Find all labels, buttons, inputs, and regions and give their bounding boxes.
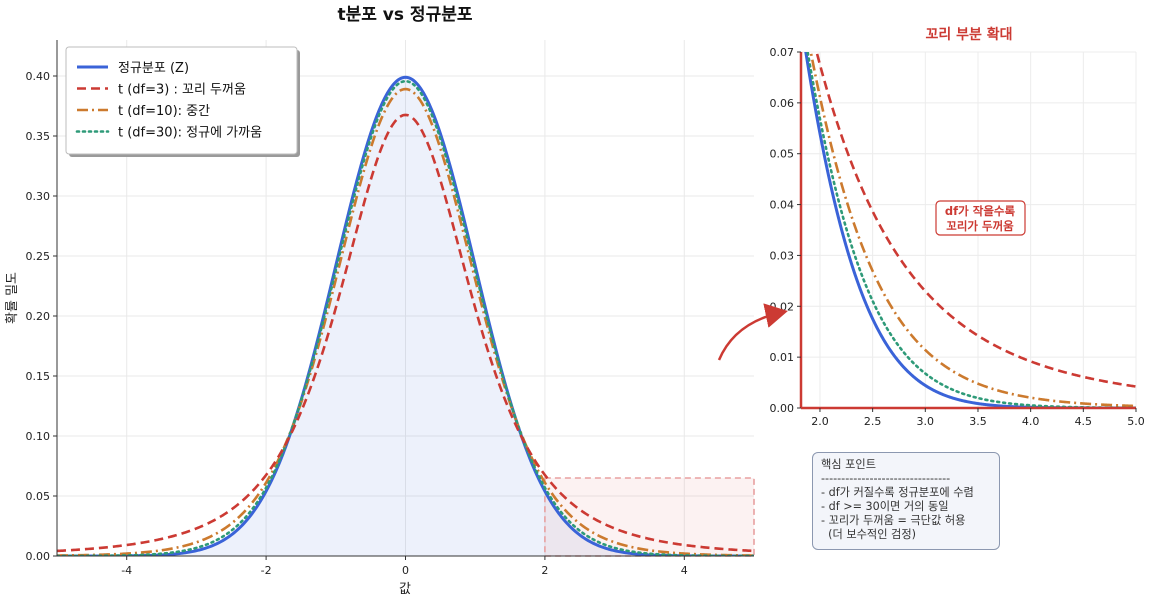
main-series-group	[57, 75, 754, 556]
note-line: (더 보수적인 검정)	[821, 528, 917, 541]
main-x-tick-label: 0	[402, 564, 409, 577]
legend-label: t (df=10): 중간	[118, 104, 210, 119]
zoom-y-tick-label: 0.07	[770, 46, 795, 59]
main-series-t-df10	[57, 87, 754, 556]
legend-box	[65, 46, 298, 155]
zoom-y-tick-label: 0.01	[770, 351, 795, 364]
zoom-x-tick-label: 3.5	[969, 415, 987, 428]
main-x-tick-label: 2	[541, 564, 548, 577]
main-y-tick-label: 0.40	[26, 70, 51, 83]
legend-label: t (df=30): 정규에 가까움	[118, 126, 262, 141]
note-title: 핵심 포인트	[821, 458, 877, 471]
zoom-annotation-box	[935, 200, 1026, 236]
main-series-t-df30	[57, 79, 754, 556]
zoom-y-tick-label: 0.05	[770, 148, 795, 161]
main-y-tick-label: 0.20	[26, 310, 51, 323]
key-points-note: 핵심 포인트 -------------------------------- …	[812, 452, 1000, 550]
zoom-x-tick-label: 4.0	[1022, 415, 1040, 428]
note-line: - df가 커질수록 정규분포에 수렴	[821, 486, 974, 499]
zoom-x-tick-label: 4.5	[1075, 415, 1093, 428]
zoom-y-tick-label: 0.00	[770, 402, 795, 415]
connector-arrow	[717, 303, 788, 361]
main-y-tick-label: 0.30	[26, 190, 51, 203]
zoom-x-tick-label: 2.0	[811, 415, 829, 428]
zoom-annotation: df가 작을수록 꼬리가 두꺼움	[935, 200, 1026, 236]
legend-label: 정규분포 (Z)	[118, 61, 189, 76]
main-y-axis-label: 확률 밀도	[5, 272, 20, 324]
zoom-chart-title: 꼬리 부분 확대	[925, 26, 1012, 43]
main-series-t-df3	[57, 113, 754, 553]
main-ticks: -4 -2 0 2 4 0.00 0.05 0.10 0.15 0.20 0.25 0.30 0.35 0…	[26, 70, 688, 577]
main-y-tick-label: 0.05	[26, 490, 51, 503]
main-series-normal	[57, 75, 754, 556]
legend-label: t (df=3) : 꼬리 두꺼움	[118, 83, 246, 98]
tail-highlight-box	[544, 477, 755, 557]
note-line: --------------------------------	[821, 472, 951, 485]
note-line: - 꼬리가 두꺼움 = 극단값 허용	[821, 514, 966, 527]
note-line: - df >= 30이면 거의 동일	[821, 500, 949, 513]
main-y-tick-label: 0.00	[26, 550, 51, 563]
zoom-annotation-line-1: df가 작을수록	[945, 204, 1016, 218]
zoom-annotation-line-2: 꼬리가 두꺼움	[946, 219, 1014, 233]
main-x-axis-label: 값	[399, 582, 411, 597]
zoom-y-tick-label: 0.04	[770, 199, 795, 212]
main-y-tick-label: 0.10	[26, 430, 51, 443]
normal-area-fill	[57, 77, 754, 556]
main-chart-title: t분포 vs 정규분포	[337, 5, 472, 25]
main-x-tick-label: -4	[121, 564, 132, 577]
main-y-tick-label: 0.15	[26, 370, 51, 383]
zoom-x-tick-label: 3.0	[917, 415, 935, 428]
legend: 정규분포 (Z) t (df=3) : 꼬리 두꺼움 t (df=10): 중간 t …	[65, 46, 300, 157]
zoom-series-t-df10	[809, 52, 1136, 408]
zoom-y-tick-label: 0.03	[770, 249, 795, 262]
main-x-tick-label: 4	[681, 564, 688, 577]
zoom-x-tick-label: 5.0	[1127, 415, 1145, 428]
zoom-series-t-df3	[815, 52, 1136, 388]
zoom-x-tick-label: 2.5	[864, 415, 882, 428]
zoom-y-tick-label: 0.06	[770, 97, 795, 110]
zoom-ticks: 2.0 2.5 3.0 3.5 4.0 4.5 5.00.000.010.020.030.0…	[770, 46, 1145, 428]
main-y-tick-label: 0.25	[26, 250, 51, 263]
zoom-axes	[799, 52, 1136, 410]
main-y-tick-label: 0.35	[26, 130, 51, 143]
main-x-tick-label: -2	[261, 564, 272, 577]
